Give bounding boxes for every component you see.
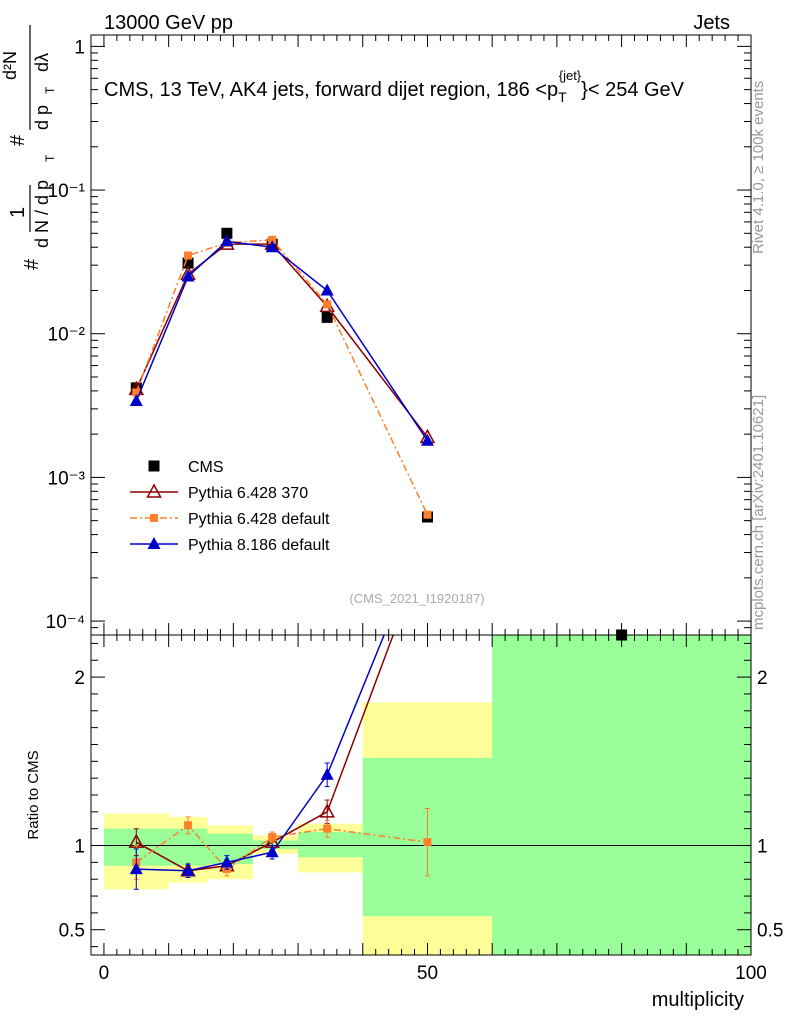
ylabel-dpt: d p	[32, 105, 52, 130]
plot-title: CMS, 13 TeV, AK4 jets, forward dijet reg…	[104, 68, 685, 105]
main-axes: 1 10⁻¹ 10⁻² 10⁻³ 10⁻⁴	[46, 35, 752, 636]
rivet-version: Rivet 4.1.0, ≥ 100k events	[750, 81, 767, 254]
uncertainty-band-green-4	[298, 832, 363, 858]
ratio-point	[129, 862, 143, 875]
data-point	[321, 311, 333, 323]
ylabel-dn: d N / d p	[32, 180, 52, 248]
main-series-1	[128, 235, 436, 444]
uncertainty-band-green-6	[492, 635, 751, 955]
source-label: mcplots.cern.ch [arXiv:2401.10621]	[750, 395, 767, 630]
uncertainty-band-green-2	[207, 833, 253, 865]
legend: CMS Pythia 6.428 370 Pythia 6.428 default P…	[130, 459, 330, 554]
data-point	[323, 300, 332, 309]
ratio-line-0	[135, 634, 394, 872]
y-tick-label: 10⁻¹	[48, 181, 86, 202]
ratio-point	[184, 821, 193, 830]
ylabel-dlambda: dλ	[32, 53, 52, 72]
legend-label: CMS	[188, 459, 224, 476]
x-tick-label: 0	[99, 963, 110, 984]
ratio-y-tick-label-right: 1	[757, 837, 768, 858]
data-point	[182, 257, 194, 269]
x-tick-label: 50	[417, 963, 438, 984]
main-series	[128, 227, 628, 641]
data-point	[220, 234, 234, 247]
main-ylabel: # 1 d N / d p T # d²N d p T dλ	[0, 25, 57, 270]
ratio-line-1	[135, 824, 428, 871]
main-line-2	[135, 239, 429, 516]
ylabel-d2n: d²N	[0, 51, 20, 80]
ratio-point	[423, 838, 432, 847]
ratio-y-tick-label: 2	[74, 668, 85, 689]
ratio-y-tick-label-right: 0.5	[757, 921, 783, 942]
ratio-series-2	[129, 634, 385, 890]
ylabel-one: 1	[7, 207, 29, 218]
ylabel-hash: #	[21, 258, 43, 270]
analysis-watermark: (CMS_2021_I1920187)	[349, 591, 484, 606]
ratio-y-tick-label: 1	[74, 837, 85, 858]
legend-entry-3: Pythia 8.186 default	[130, 537, 330, 554]
xlabel: multiplicity	[652, 989, 744, 1011]
title-suffix: }< 254 GeV	[581, 79, 685, 101]
ratio-axes: 0.5 0.5 1 1 2 2 0 50 100	[59, 635, 783, 984]
data-point	[221, 227, 233, 239]
legend-label: Pythia 8.186 default	[188, 537, 330, 554]
legend-entry-0: CMS	[148, 459, 224, 476]
energy-label: 13000 GeV pp	[104, 12, 233, 34]
ratio-point	[268, 833, 277, 842]
legend-marker	[147, 537, 161, 549]
ratio-point	[323, 824, 332, 833]
y-tick-label: 10⁻⁴	[46, 612, 85, 633]
main-series-0	[130, 227, 628, 641]
data-point	[129, 394, 143, 407]
legend-marker	[150, 514, 158, 522]
legend-entry-1: Pythia 6.428 370	[130, 483, 308, 502]
data-point	[265, 240, 279, 253]
data-point	[132, 388, 141, 397]
title-sup: {jet}	[559, 68, 582, 83]
data-point	[320, 283, 334, 296]
ylabel-hash2: #	[7, 134, 29, 146]
main-series-3	[129, 234, 434, 446]
uncertainty-band-green-3	[252, 840, 299, 849]
x-tick-label: 100	[735, 963, 767, 984]
legend-marker	[146, 483, 162, 498]
main-series-2	[132, 235, 432, 519]
y-tick-label: 10⁻³	[48, 468, 86, 489]
data-point	[184, 251, 193, 260]
title-sub: T	[558, 89, 567, 105]
ratio-point	[265, 845, 279, 858]
ylabel-t2: T	[43, 86, 57, 94]
data-point	[423, 510, 432, 519]
ratio-y-tick-label: 0.5	[59, 921, 85, 942]
data-point	[420, 433, 434, 446]
title-prefix: CMS, 13 TeV, AK4 jets, forward dijet reg…	[104, 79, 558, 101]
legend-label: Pythia 6.428 default	[188, 511, 330, 528]
y-tick-label: 1	[74, 37, 85, 58]
ylabel-t1: T	[43, 154, 57, 162]
main-line-3	[135, 240, 429, 442]
ratio-point	[181, 863, 195, 876]
ratio-y-tick-label-right: 2	[757, 668, 768, 689]
ratio-point	[220, 855, 234, 868]
ratio-series	[128, 634, 432, 890]
y-tick-label: 10⁻²	[48, 325, 86, 346]
jets-label: Jets	[693, 12, 730, 34]
data-point	[181, 269, 195, 282]
ratio-line-2	[136, 634, 385, 872]
data-point	[268, 235, 277, 244]
legend-label: Pythia 6.428 370	[188, 485, 308, 502]
legend-entry-2: Pythia 6.428 default	[130, 511, 330, 528]
ratio-ylabel: Ratio to CMS	[25, 750, 42, 839]
ratio-point	[319, 803, 335, 818]
main-line-1	[135, 243, 429, 438]
ratio-point	[320, 767, 334, 780]
ratio-bands	[91, 635, 751, 955]
legend-marker	[148, 460, 160, 472]
